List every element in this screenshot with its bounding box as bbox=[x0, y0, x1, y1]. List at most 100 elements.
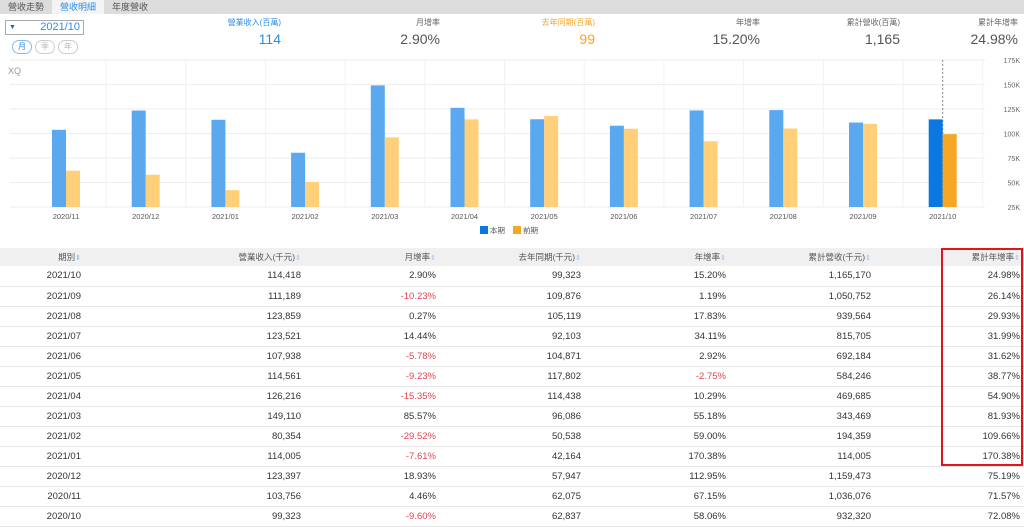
table-cell: 17.83% bbox=[585, 306, 730, 327]
bar-prior[interactable] bbox=[703, 141, 718, 207]
legend-label[interactable]: 前期 bbox=[523, 225, 538, 235]
table-cell: 126,216 bbox=[85, 386, 305, 407]
bar-prior[interactable] bbox=[305, 181, 320, 207]
bar-prior[interactable] bbox=[225, 190, 240, 207]
table-cell: 932,320 bbox=[730, 506, 875, 527]
x-tick-label: 2021/01 bbox=[212, 212, 239, 221]
table-cell: 67.15% bbox=[585, 486, 730, 507]
table-row: 2021/07 123,521 14.44% 92,103 34.11% 815,705 3… bbox=[0, 326, 1024, 347]
tab-annual-revenue[interactable]: 年度營收 bbox=[112, 2, 149, 12]
sort-icon[interactable]: ⇕ bbox=[430, 255, 436, 262]
bar-current[interactable] bbox=[769, 110, 784, 207]
bar-prior[interactable] bbox=[942, 134, 957, 207]
table-cell: 62,837 bbox=[440, 506, 585, 527]
table-cell: 111,189 bbox=[85, 286, 305, 307]
bar-current[interactable] bbox=[849, 122, 863, 207]
stat-label: 累計營收(百萬) bbox=[846, 18, 900, 27]
table-row: 2020/11 103,756 4.46% 62,075 67.15% 1,036,076… bbox=[0, 486, 1024, 507]
stat-label: 去年同期(百萬) bbox=[541, 18, 595, 27]
period-quarter-button[interactable]: 季 bbox=[35, 40, 55, 54]
table-cell: 114,005 bbox=[730, 446, 875, 467]
table-cell: 107,938 bbox=[85, 346, 305, 367]
bar-prior[interactable] bbox=[783, 128, 798, 207]
column-header-label: 月增率 bbox=[404, 252, 431, 262]
stat-label: 累計年增率 bbox=[978, 18, 1018, 27]
bar-prior[interactable] bbox=[384, 137, 399, 207]
sort-icon[interactable]: ⇕ bbox=[865, 255, 871, 262]
column-header[interactable]: 期別⬇ bbox=[0, 248, 85, 266]
table-cell: 59.00% bbox=[585, 426, 730, 447]
table-cell: -9.23% bbox=[305, 366, 440, 387]
bar-current[interactable] bbox=[131, 110, 146, 207]
sort-icon[interactable]: ⇕ bbox=[1014, 255, 1020, 262]
table-cell: 99,323 bbox=[440, 266, 585, 287]
table-cell: 42,164 bbox=[440, 446, 585, 467]
column-header[interactable]: 累計營收(千元)⇕ bbox=[730, 248, 875, 266]
sort-icon[interactable]: ⇕ bbox=[720, 255, 726, 262]
y-tick-label: 125K bbox=[1004, 107, 1021, 114]
table-row: 2021/05 114,561 -9.23% 117,802 -2.75% 584,246… bbox=[0, 366, 1024, 387]
bar-current[interactable] bbox=[211, 119, 226, 207]
period-year-button[interactable]: 年 bbox=[58, 40, 78, 54]
bar-prior[interactable] bbox=[623, 128, 638, 207]
period-month-button[interactable]: 月 bbox=[12, 40, 32, 54]
table-cell: 109,876 bbox=[440, 286, 585, 307]
bar-prior[interactable] bbox=[66, 170, 80, 207]
bar-current[interactable] bbox=[450, 107, 465, 207]
bar-prior[interactable] bbox=[464, 119, 479, 207]
revenue-bar-chart: XQ 25K 50K 75K 100K 125K 150K 175K 2020/11 2020/1… bbox=[8, 58, 1021, 235]
table-cell: -29.52% bbox=[305, 426, 440, 447]
bar-prior[interactable] bbox=[145, 174, 160, 207]
table-cell: 692,184 bbox=[730, 346, 875, 367]
sort-icon[interactable]: ⇕ bbox=[295, 255, 301, 262]
table-cell: 114,418 bbox=[85, 266, 305, 287]
column-header-label: 去年同期(千元) bbox=[518, 252, 576, 262]
bar-prior[interactable] bbox=[544, 116, 559, 207]
table-cell: -5.78% bbox=[305, 346, 440, 367]
bar-current[interactable] bbox=[291, 152, 306, 207]
bar-current[interactable] bbox=[928, 119, 943, 207]
x-tick-label: 2021/05 bbox=[531, 212, 558, 221]
bar-current[interactable] bbox=[530, 119, 545, 207]
column-header-label: 期別 bbox=[58, 252, 76, 262]
stat-value: 24.98% bbox=[970, 31, 1018, 47]
bar-prior[interactable] bbox=[863, 123, 877, 207]
sort-icon[interactable]: ⇕ bbox=[575, 255, 581, 262]
table-cell: 34.11% bbox=[585, 326, 730, 347]
table-cell: 2021/02 bbox=[0, 426, 85, 447]
sort-icon[interactable]: ⬇ bbox=[75, 255, 81, 262]
legend-swatch bbox=[513, 226, 521, 234]
table-cell: 170.38% bbox=[585, 446, 730, 467]
legend-label[interactable]: 本期 bbox=[490, 225, 505, 235]
bar-current[interactable] bbox=[609, 125, 624, 207]
table-cell: 343,469 bbox=[730, 406, 875, 427]
column-header-label: 累計營收(千元) bbox=[808, 252, 866, 262]
table-cell: 2.92% bbox=[585, 346, 730, 367]
table-cell: 2021/07 bbox=[0, 326, 85, 347]
table-cell: 92,103 bbox=[440, 326, 585, 347]
table-cell: 2020/12 bbox=[0, 466, 85, 487]
tab-revenue-trend[interactable]: 營收走勢 bbox=[8, 2, 45, 12]
date-select[interactable]: ▼ 2021/10 bbox=[5, 20, 84, 35]
bar-current[interactable] bbox=[370, 85, 385, 207]
column-header[interactable]: 年增率⇕ bbox=[585, 248, 730, 266]
table-row: 2021/02 80,354 -29.52% 50,538 59.00% 194,359 1… bbox=[0, 426, 1024, 447]
table-cell: 2021/08 bbox=[0, 306, 85, 327]
table-cell: 2021/10 bbox=[0, 266, 85, 287]
table-cell: 72.08% bbox=[875, 506, 1024, 527]
table-cell: 4.46% bbox=[305, 486, 440, 507]
y-tick-label: 100K bbox=[1004, 132, 1021, 139]
table-cell: 469,685 bbox=[730, 386, 875, 407]
bar-current[interactable] bbox=[52, 129, 66, 207]
bar-current[interactable] bbox=[689, 110, 704, 207]
column-header[interactable]: 月增率⇕ bbox=[305, 248, 440, 266]
table-cell: 114,438 bbox=[440, 386, 585, 407]
table-cell: 38.77% bbox=[875, 366, 1024, 387]
column-header[interactable]: 去年同期(千元)⇕ bbox=[440, 248, 585, 266]
table-cell: 2021/01 bbox=[0, 446, 85, 467]
table-cell: 584,246 bbox=[730, 366, 875, 387]
column-header[interactable]: 累計年增率⇕ bbox=[875, 248, 1024, 266]
column-header[interactable]: 營業收入(千元)⇕ bbox=[85, 248, 305, 266]
column-header-label: 累計年增率 bbox=[971, 252, 1015, 262]
tab-revenue-detail[interactable]: 營收明細 bbox=[52, 0, 105, 14]
